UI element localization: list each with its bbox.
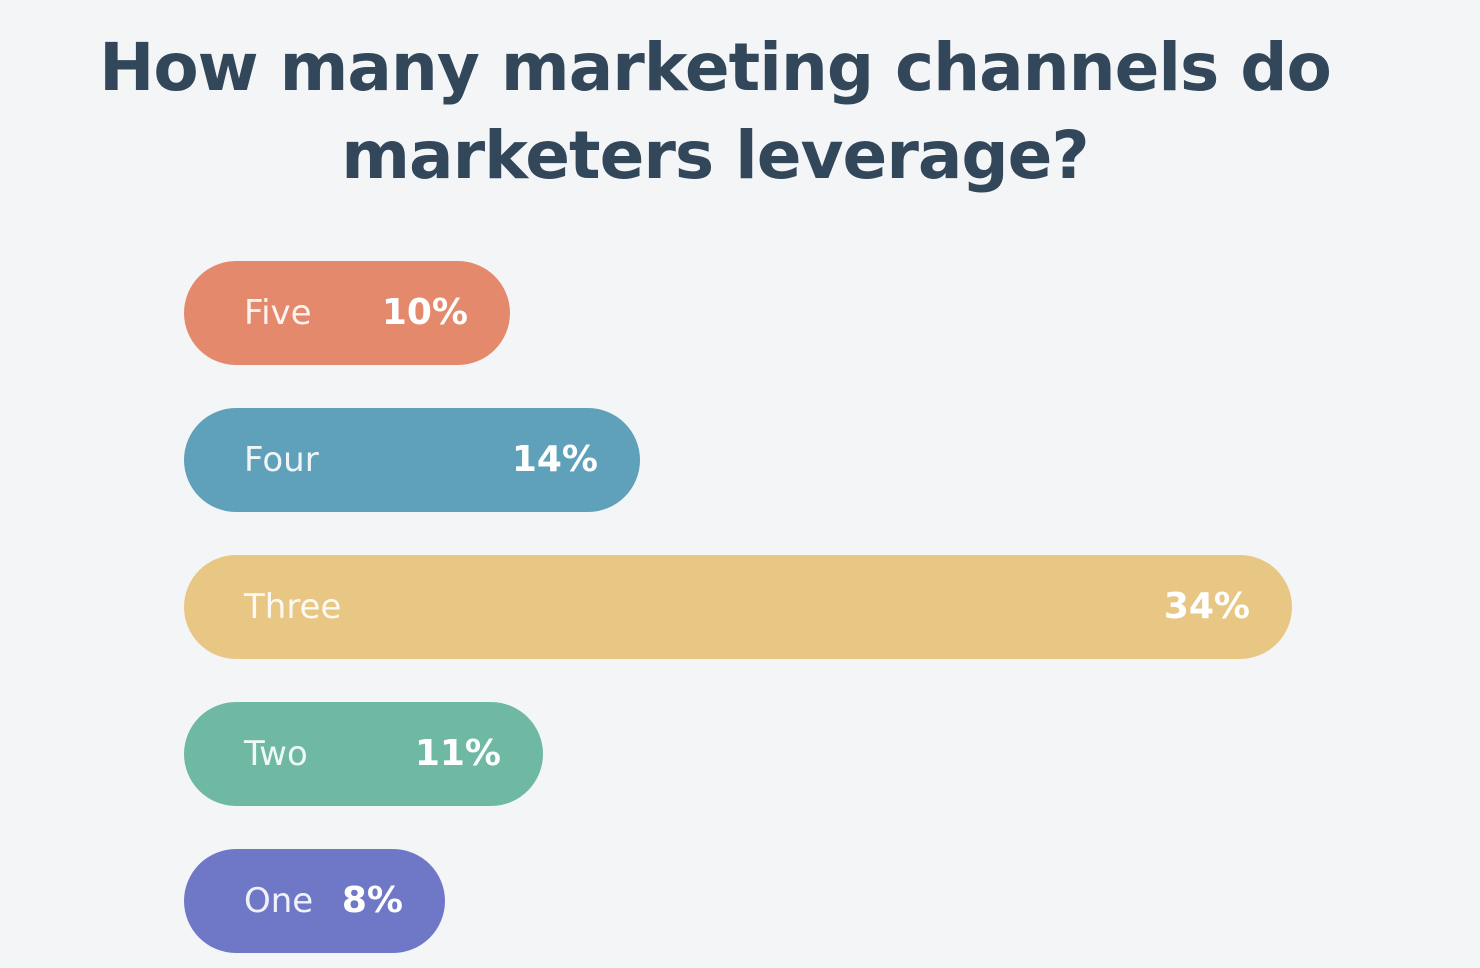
bar-two	[184, 702, 543, 806]
bar-label-two: Two	[244, 734, 308, 774]
bar-label-three: Three	[244, 587, 342, 627]
bar-value-four: 14%	[511, 439, 598, 480]
bar-three	[184, 555, 1292, 659]
bar-four	[184, 408, 640, 512]
bar-five	[184, 261, 510, 365]
bar-label-four: Four	[244, 440, 319, 480]
bar-label-five: Five	[244, 293, 312, 333]
bar-value-one: 8%	[341, 880, 403, 921]
bar-label-one: One	[244, 881, 314, 921]
chart-title: How many marketing channels do marketers…	[99, 29, 1332, 194]
bar-value-two: 11%	[414, 733, 501, 774]
bar-value-five: 10%	[381, 292, 468, 333]
bar-one	[184, 849, 445, 953]
bar-value-three: 34%	[1163, 586, 1250, 627]
